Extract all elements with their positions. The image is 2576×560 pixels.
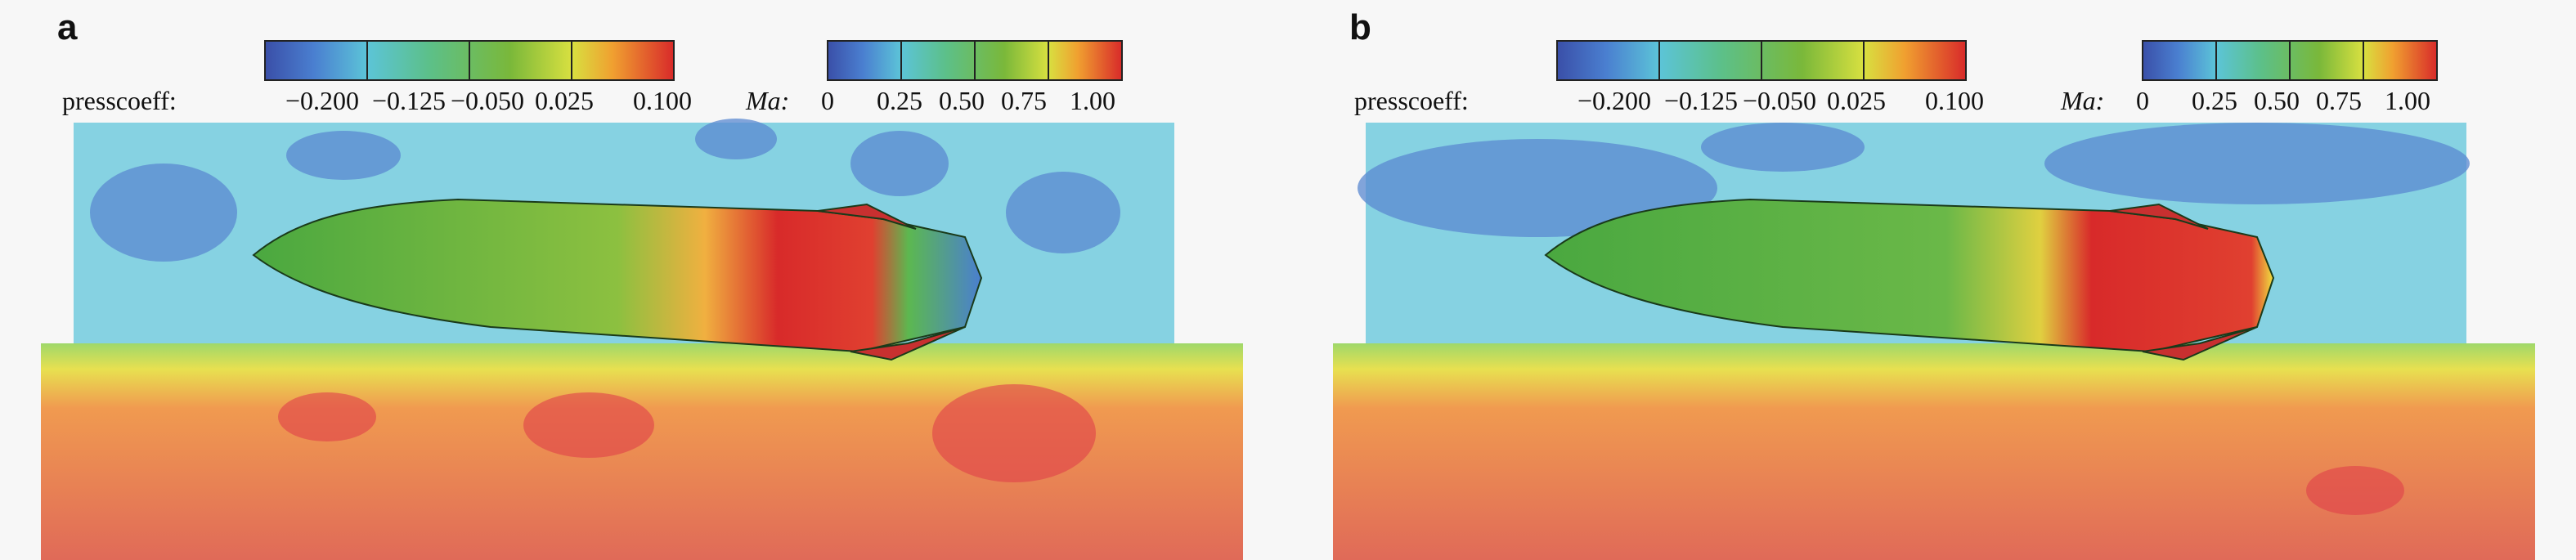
fin — [817, 203, 917, 230]
body — [1544, 198, 2275, 353]
colorbar-tick-label: 0 — [2136, 86, 2149, 115]
vortex — [2044, 123, 2470, 204]
colorbar-tick-label: 1.00 — [1070, 86, 1115, 115]
vortex — [850, 131, 949, 196]
fin — [850, 326, 966, 361]
high-speed-region — [2306, 466, 2404, 515]
colorbar-tick-label: 0.100 — [1925, 86, 1984, 115]
vortex — [1358, 139, 1717, 237]
body — [252, 198, 983, 353]
vortex — [286, 131, 401, 180]
fin — [2109, 203, 2209, 230]
colorbar-tick-label: −0.125 — [1664, 86, 1738, 115]
colorbar-tick-label: −0.200 — [1577, 86, 1651, 115]
panel-label: a — [57, 7, 78, 47]
colorbar-tick-label: 0 — [821, 86, 834, 115]
panel: a presscoeff: −0.200 −0.125 −0.050 0.025 0.100… — [41, 7, 1243, 560]
colorbar-tick-label: 0.25 — [877, 86, 922, 115]
colorbar-tick-label: 0.025 — [1827, 86, 1886, 115]
colorbar-tick-label: 0.50 — [2254, 86, 2300, 115]
fin — [2142, 326, 2258, 361]
colorbar-tick-label: −0.050 — [451, 86, 524, 115]
colorbar-tick-label: 0.75 — [2316, 86, 2362, 115]
high-speed-region — [523, 392, 654, 458]
colorbar-tick-label: 1.00 — [2385, 86, 2430, 115]
colorbar-tick-label: 0.25 — [2192, 86, 2237, 115]
colorbar-tick-label: 0.50 — [939, 86, 985, 115]
vortex — [90, 164, 237, 262]
vortex — [695, 119, 777, 159]
colorbar-tick-label: −0.200 — [285, 86, 359, 115]
vortex — [1006, 172, 1120, 253]
panel-label: b — [1349, 7, 1371, 47]
high-speed-region — [932, 384, 1096, 482]
colorbar-tick-label: 0.025 — [535, 86, 594, 115]
colorbar-label: Ma: — [2060, 86, 2104, 115]
colorbar-tick-label: 0.100 — [633, 86, 692, 115]
colorbar-tick-label: −0.050 — [1743, 86, 1816, 115]
lower-domain — [1333, 343, 2535, 560]
colorbar-label: Ma: — [745, 86, 789, 115]
colorbar-tick-label: −0.125 — [372, 86, 446, 115]
colorbar-label: presscoeff: — [62, 86, 177, 115]
high-speed-region — [278, 392, 376, 441]
vortex — [1701, 123, 1865, 172]
panel: b presscoeff: −0.200 −0.125 −0.050 0.025 0.100… — [1333, 7, 2535, 560]
colorbar-tick-label: 0.75 — [1001, 86, 1047, 115]
colorbar-label: presscoeff: — [1354, 86, 1469, 115]
